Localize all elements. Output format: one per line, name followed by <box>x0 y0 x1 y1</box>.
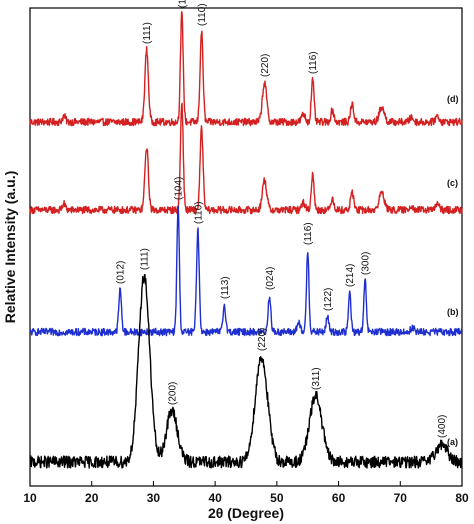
peak-label: (220) <box>260 54 271 77</box>
x-tick-label: 50 <box>270 491 284 505</box>
peak-label: (116) <box>303 222 314 245</box>
peak-label: (110) <box>193 201 204 224</box>
peak-label: (300) <box>361 252 372 275</box>
series-line <box>29 11 463 127</box>
peak-labels: (111) (104) (110) (220) (116) (012) (104) (110)… <box>116 0 449 438</box>
trace-label: (c) <box>447 178 458 188</box>
x-axis-title: 2θ (Degree) <box>208 505 284 521</box>
peak-label: (024) <box>265 267 276 290</box>
x-tick-label: 60 <box>332 491 346 505</box>
peak-label: (311) <box>311 367 322 390</box>
peak-label: (113) <box>220 276 231 299</box>
x-tick-label: 40 <box>208 491 222 505</box>
series-line <box>29 205 463 337</box>
peak-label: (122) <box>323 288 334 311</box>
peak-label: (116) <box>308 51 319 74</box>
peak-label: (104) <box>174 177 185 200</box>
peak-label: (111) <box>142 22 153 44</box>
trace-label: (d) <box>447 94 459 104</box>
peak-label: (110) <box>197 3 208 26</box>
x-axis-ticks: 10 20 30 40 50 60 70 80 <box>23 481 469 505</box>
peak-label: (214) <box>345 264 356 287</box>
trace-labels: (d) (c) (b) (a) <box>447 94 459 447</box>
trace-label: (b) <box>447 307 459 317</box>
x-tick-label: 20 <box>85 491 99 505</box>
peak-label: (111) <box>140 248 151 270</box>
peak-label: (220) <box>257 328 268 351</box>
peak-label: (012) <box>116 261 127 284</box>
trace-label: (a) <box>447 437 458 447</box>
peak-label: (104) <box>177 0 188 8</box>
peak-label: (400) <box>437 415 448 438</box>
x-tick-label: 30 <box>147 491 161 505</box>
y-axis-title: Relative Intensity (a.u.) <box>2 171 18 323</box>
x-tick-label: 10 <box>23 491 37 505</box>
x-tick-label: 80 <box>455 491 469 505</box>
series-line <box>29 102 463 215</box>
series-line <box>29 273 463 469</box>
peak-label: (200) <box>167 382 178 405</box>
x-tick-label: 70 <box>394 491 408 505</box>
traces <box>29 11 463 469</box>
plot-frame <box>29 7 463 487</box>
